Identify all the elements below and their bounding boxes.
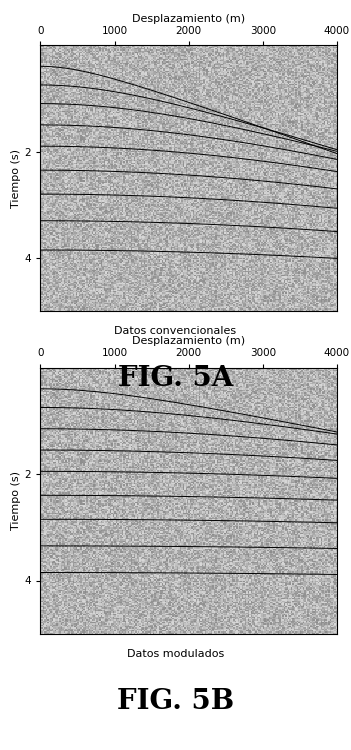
Text: Datos convencionales: Datos convencionales <box>114 326 237 336</box>
X-axis label: Desplazamiento (m): Desplazamiento (m) <box>132 13 245 24</box>
Y-axis label: Tiempo (s): Tiempo (s) <box>11 148 21 208</box>
Y-axis label: Tiempo (s): Tiempo (s) <box>11 471 21 530</box>
Text: FIG. 5A: FIG. 5A <box>118 365 233 392</box>
Text: FIG. 5B: FIG. 5B <box>117 688 234 715</box>
X-axis label: Desplazamiento (m): Desplazamiento (m) <box>132 336 245 346</box>
Text: Datos modulados: Datos modulados <box>127 649 224 658</box>
